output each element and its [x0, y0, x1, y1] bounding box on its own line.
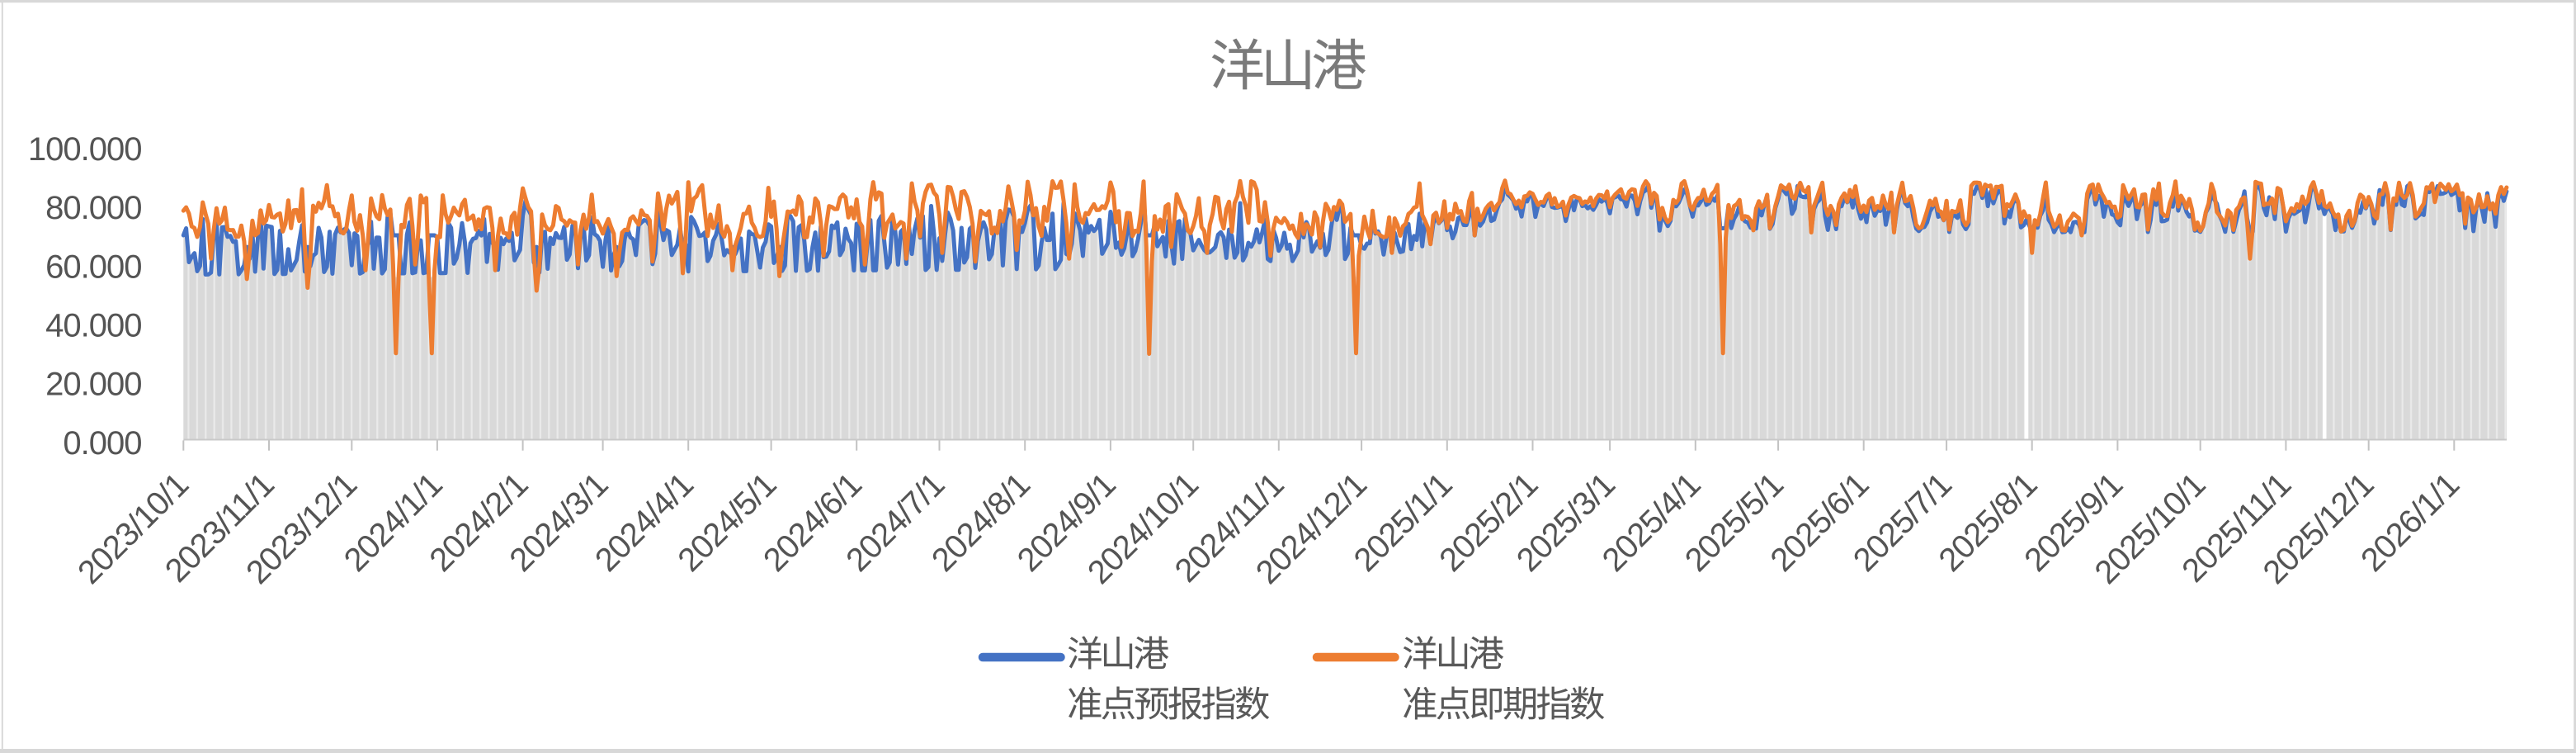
- svg-text:60.000: 60.000: [45, 249, 141, 285]
- svg-text:40.000: 40.000: [45, 308, 141, 344]
- svg-text:20.000: 20.000: [45, 367, 141, 403]
- svg-text:0.000: 0.000: [63, 425, 141, 462]
- svg-text:80.000: 80.000: [45, 190, 141, 226]
- svg-text:100.000: 100.000: [28, 131, 142, 168]
